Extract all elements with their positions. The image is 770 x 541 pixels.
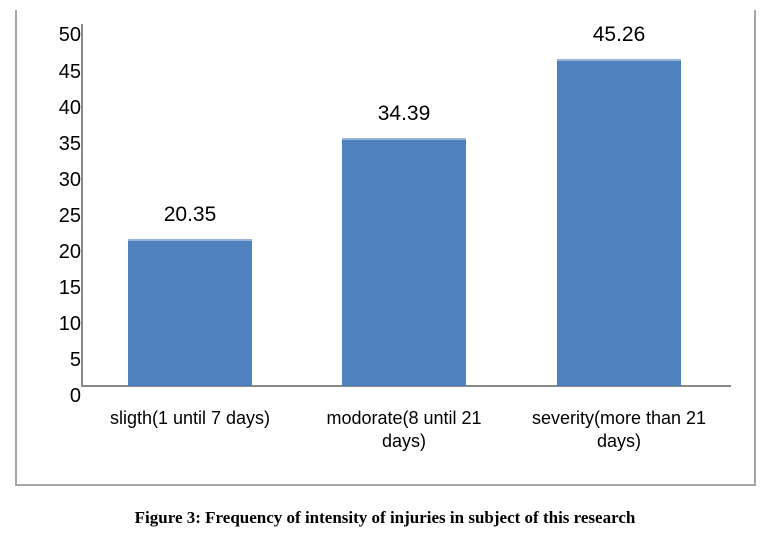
y-axis-tick-label: 25 [58,205,81,227]
x-axis-category-label: modorate(8 until 21 days) [326,408,482,451]
y-axis-line [81,24,83,387]
y-axis-tick-label: 15 [58,277,81,299]
y-axis-tick-label: 40 [58,97,81,119]
bar-modorate [342,138,466,386]
y-axis-tick-label: 20 [58,241,81,263]
y-axis-tick-label: 45 [58,61,81,83]
figure-caption: Figure 3: Frequency of intensity of inju… [134,508,636,527]
x-axis-line [81,385,731,387]
bar-value-label: 45.26 [592,23,646,46]
y-axis-tick-label: 30 [58,169,81,191]
x-axis-category-label: sligth(1 until 7 days) [109,408,271,428]
bar-severity [557,59,681,386]
x-axis-category-label: severity(more than 21 days) [531,408,707,451]
bar-sligth [128,239,252,386]
y-axis-tick-label: 50 [58,24,81,46]
y-axis-tick-label: 10 [58,313,81,335]
bar-value-label: 20.35 [163,203,217,226]
y-axis-tick-label: 35 [58,133,81,155]
y-axis-tick-label: 0 [69,385,81,407]
bar-value-label: 34.39 [377,102,431,125]
y-axis-tick-label: 5 [69,349,81,371]
